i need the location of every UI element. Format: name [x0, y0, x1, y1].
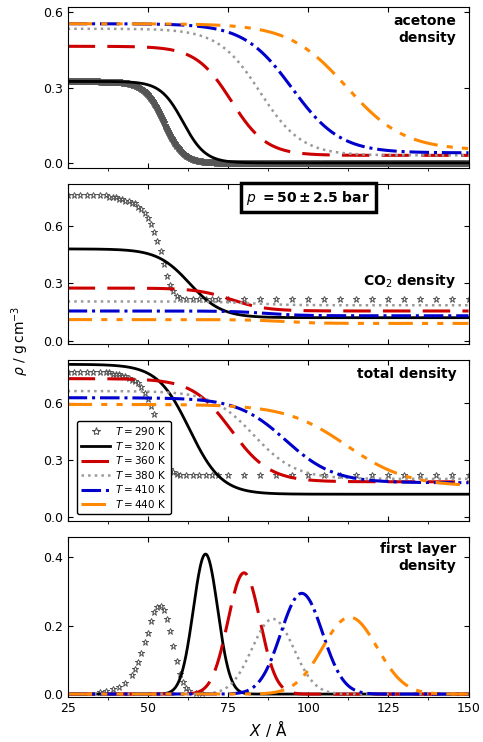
Text: acetone
density: acetone density [394, 14, 456, 45]
Text: CO$_2$ density: CO$_2$ density [363, 272, 456, 290]
Text: $\mathit{p}\ \mathbf{= 50 \pm 2.5\ bar}$: $\mathit{p}\ \mathbf{= 50 \pm 2.5\ bar}$ [246, 188, 370, 207]
Text: $\rho\ /\ \mathrm{g\,cm^{-3}}$: $\rho\ /\ \mathrm{g\,cm^{-3}}$ [10, 306, 31, 376]
Text: total density: total density [357, 367, 456, 381]
Text: first layer
density: first layer density [380, 542, 456, 573]
Legend: $T = 290\ \mathrm{K}$, $T = 320\ \mathrm{K}$, $T = 360\ \mathrm{K}$, $T = 380\ \: $T = 290\ \mathrm{K}$, $T = 320\ \mathrm… [77, 421, 171, 514]
X-axis label: $X\ /\ \mathrm{\AA}$: $X\ /\ \mathrm{\AA}$ [249, 718, 287, 739]
